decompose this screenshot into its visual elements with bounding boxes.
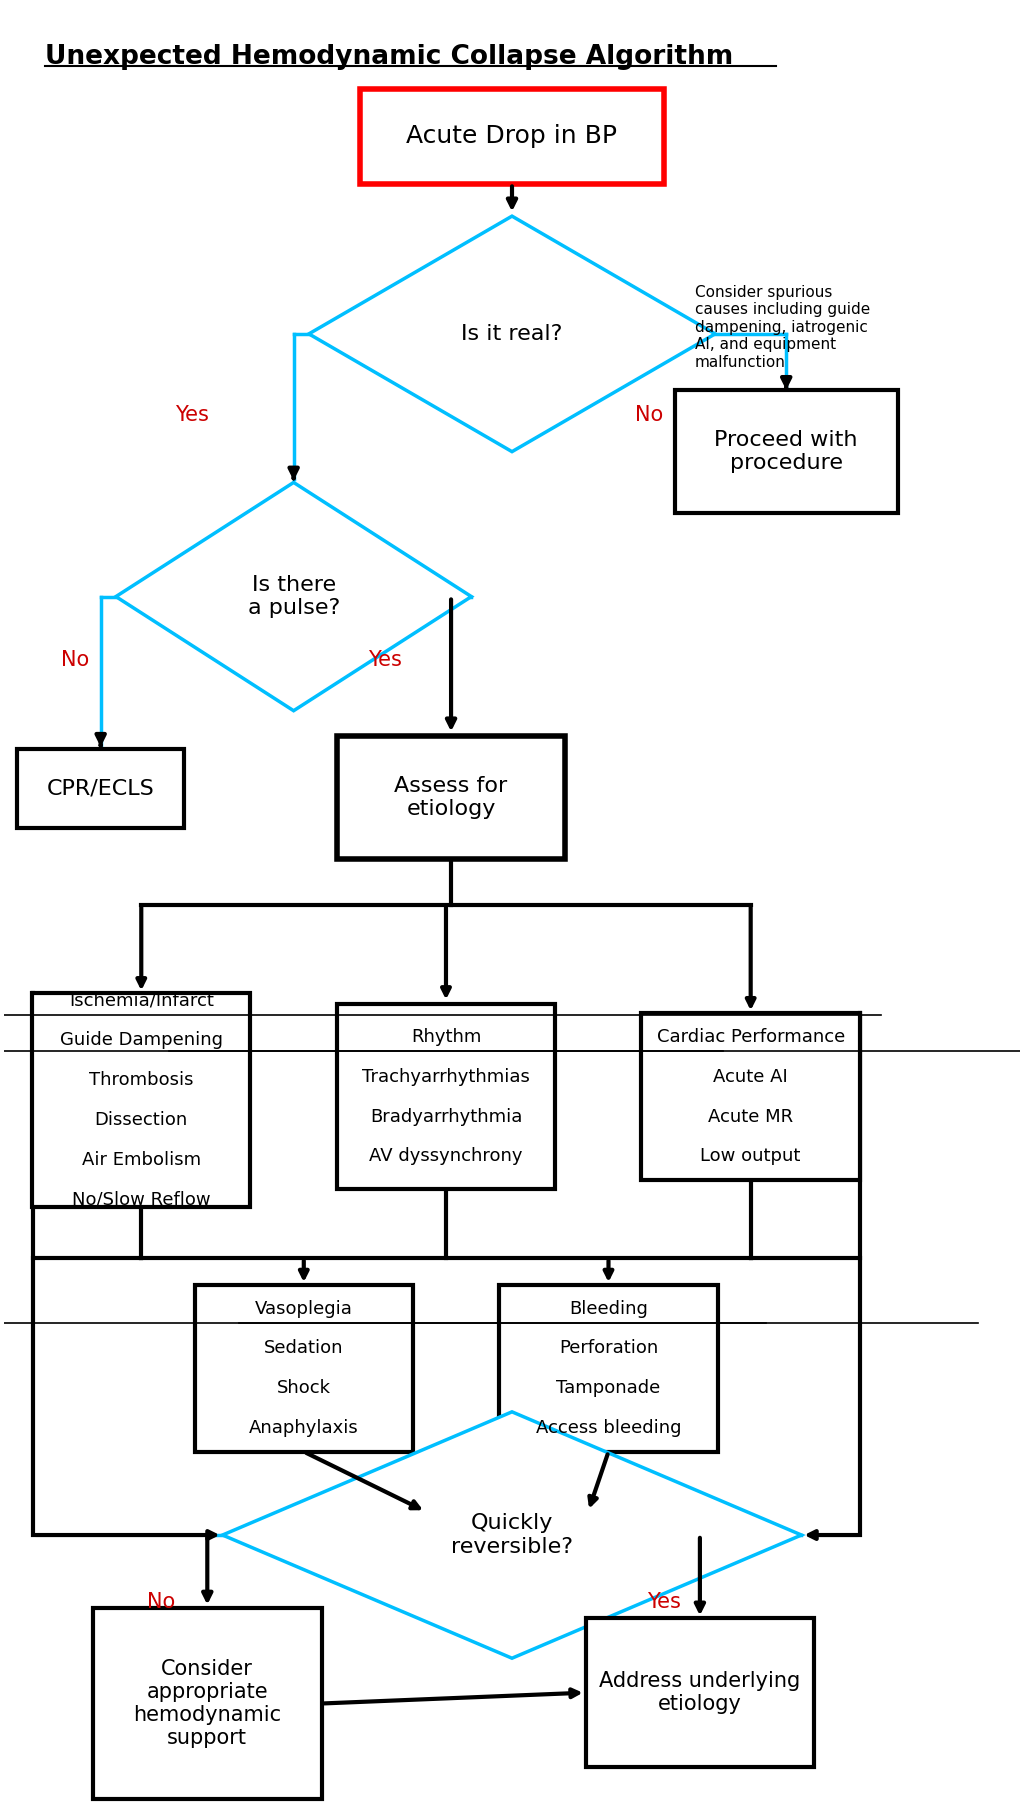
Text: Trachyarrhythmias: Trachyarrhythmias [362, 1068, 529, 1087]
Text: Anaphylaxis: Anaphylaxis [249, 1420, 358, 1438]
Text: Perforation: Perforation [559, 1340, 658, 1358]
Text: Vasoplegia: Vasoplegia [255, 1299, 352, 1318]
Text: Quickly
reversible?: Quickly reversible? [451, 1514, 573, 1556]
Text: Bleeding: Bleeding [569, 1299, 648, 1318]
Text: Assess for
etiology: Assess for etiology [394, 775, 508, 819]
Polygon shape [309, 217, 715, 451]
Text: Unexpected Hemodynamic Collapse Algorithm: Unexpected Hemodynamic Collapse Algorith… [45, 44, 733, 69]
Text: Address underlying
etiology: Address underlying etiology [599, 1671, 801, 1714]
Text: Ischemia/Infarct: Ischemia/Infarct [69, 992, 214, 1010]
Text: Air Embolism: Air Embolism [82, 1150, 201, 1168]
Text: Dissection: Dissection [94, 1112, 188, 1128]
Text: Acute Drop in BP: Acute Drop in BP [407, 124, 617, 149]
Text: No: No [61, 650, 89, 670]
Text: AV dyssynchrony: AV dyssynchrony [370, 1147, 522, 1165]
Text: Rhythm: Rhythm [411, 1028, 481, 1046]
Text: Tamponade: Tamponade [556, 1380, 660, 1398]
FancyBboxPatch shape [337, 735, 565, 859]
Text: Bradyarrhythmia: Bradyarrhythmia [370, 1108, 522, 1125]
Text: Yes: Yes [368, 650, 402, 670]
Text: Yes: Yes [647, 1592, 681, 1613]
Text: Consider spurious
causes including guide
dampening, iatrogenic
AI, and equipment: Consider spurious causes including guide… [695, 286, 870, 369]
Text: Shock: Shock [276, 1380, 331, 1398]
Text: Is there
a pulse?: Is there a pulse? [248, 575, 340, 619]
Text: Low output: Low output [700, 1147, 801, 1165]
FancyBboxPatch shape [500, 1285, 718, 1452]
Text: Acute MR: Acute MR [709, 1108, 794, 1125]
Text: Consider
appropriate
hemodynamic
support: Consider appropriate hemodynamic support [133, 1658, 282, 1749]
Text: No: No [147, 1592, 176, 1613]
Text: Acute AI: Acute AI [714, 1068, 788, 1087]
FancyBboxPatch shape [359, 89, 665, 184]
FancyBboxPatch shape [675, 389, 898, 513]
FancyBboxPatch shape [641, 1014, 860, 1179]
Text: Proceed with
procedure: Proceed with procedure [715, 430, 858, 473]
Text: Sedation: Sedation [264, 1340, 343, 1358]
FancyBboxPatch shape [337, 1005, 555, 1188]
FancyBboxPatch shape [195, 1285, 413, 1452]
Polygon shape [222, 1412, 802, 1658]
Text: Access bleeding: Access bleeding [536, 1420, 681, 1438]
FancyBboxPatch shape [586, 1618, 814, 1767]
Text: Yes: Yes [175, 406, 209, 426]
FancyBboxPatch shape [16, 748, 184, 828]
Text: No/Slow Reflow: No/Slow Reflow [72, 1190, 211, 1208]
FancyBboxPatch shape [32, 994, 251, 1207]
Text: Guide Dampening: Guide Dampening [59, 1032, 223, 1050]
FancyBboxPatch shape [93, 1609, 322, 1798]
Text: No: No [635, 406, 664, 426]
Text: Is it real?: Is it real? [462, 324, 562, 344]
Text: CPR/ECLS: CPR/ECLS [47, 779, 155, 799]
Polygon shape [116, 482, 471, 712]
Text: Cardiac Performance: Cardiac Performance [656, 1028, 845, 1046]
Text: Thrombosis: Thrombosis [89, 1072, 194, 1090]
